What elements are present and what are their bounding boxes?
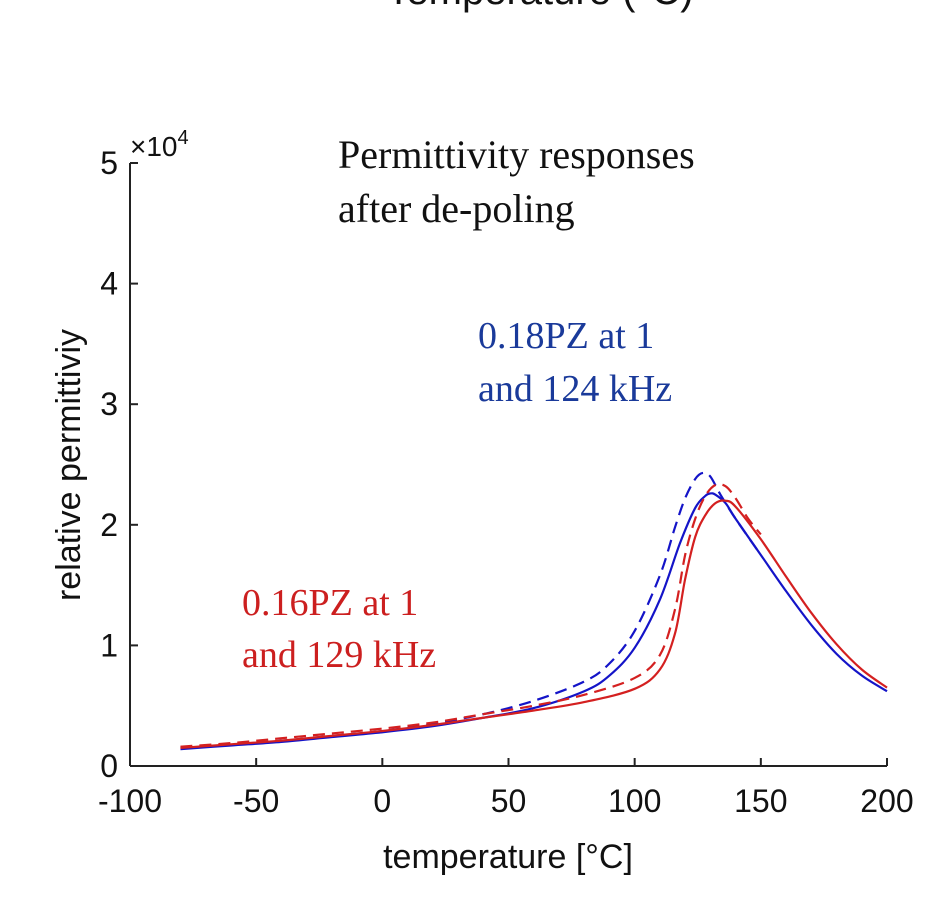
x-tick-label: -100 bbox=[98, 783, 162, 819]
y-ticks: 0 1 2 3 4 5 bbox=[100, 145, 138, 784]
annotation-016pz-line-2: and 129 kHz bbox=[242, 634, 436, 676]
x-tick-label: 0 bbox=[373, 783, 391, 819]
cropped-header-text: Temperature (°C) bbox=[386, 0, 693, 13]
series-group bbox=[180, 471, 888, 751]
x-ticks: -100 -50 0 50 100 150 200 bbox=[98, 758, 914, 819]
annotation-016pz-line-1: 0.16PZ at 1 bbox=[242, 582, 418, 624]
y-tick-label: 1 bbox=[100, 627, 118, 663]
x-axis-label: temperature [°C] bbox=[383, 838, 633, 876]
y-tick-label: 0 bbox=[100, 748, 118, 784]
chart-title-line-2: after de-poling bbox=[338, 186, 575, 231]
annotation-018pz-line-1: 0.18PZ at 1 bbox=[478, 315, 654, 357]
annotation-018pz-line-2: and 124 kHz bbox=[478, 368, 672, 410]
x-tick-label: -50 bbox=[233, 783, 279, 819]
y-tick-label: 5 bbox=[100, 145, 118, 181]
y-tick-label: 4 bbox=[100, 266, 118, 302]
y-tick-label: 3 bbox=[100, 386, 118, 422]
x-tick-label: 100 bbox=[608, 783, 661, 819]
x-tick-label: 150 bbox=[734, 783, 787, 819]
series-line-0-18pz-1-khz bbox=[180, 492, 888, 751]
series-line-0-16pz-129-khz bbox=[180, 482, 762, 748]
y-tick-label: 2 bbox=[100, 507, 118, 543]
x-tick-label: 50 bbox=[491, 783, 527, 819]
series-line-0-16pz-1-khz bbox=[180, 499, 888, 750]
chart-title-line-1: Permittivity responses bbox=[338, 132, 695, 177]
y-multiplier: ×104 bbox=[130, 127, 189, 162]
y-axis-label: relative permittiviy bbox=[50, 329, 88, 601]
x-tick-label: 200 bbox=[860, 783, 913, 819]
